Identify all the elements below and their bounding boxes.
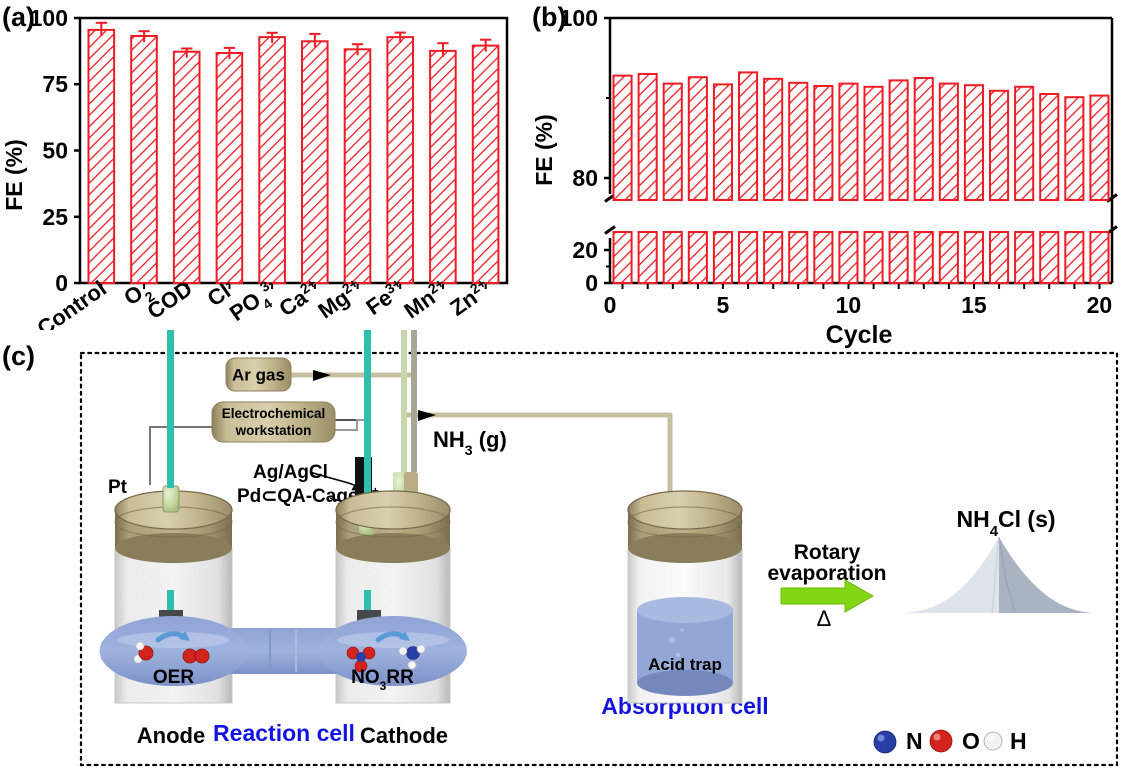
svg-text:NH4Cl (s): NH4Cl (s) (956, 506, 1055, 540)
svg-text:100: 100 (30, 5, 68, 31)
svg-text:10: 10 (836, 292, 862, 318)
svg-text:Cathode: Cathode (360, 723, 448, 748)
svg-text:15: 15 (961, 292, 987, 318)
svg-text:5: 5 (717, 292, 730, 318)
svg-text:75: 75 (42, 71, 68, 97)
svg-text:H: H (1010, 728, 1027, 754)
svg-text:50: 50 (42, 138, 68, 164)
svg-text:Electrochemical: Electrochemical (222, 406, 326, 421)
svg-text:evaporation: evaporation (767, 562, 886, 585)
svg-text:80: 80 (572, 165, 598, 191)
svg-text:O: O (962, 728, 980, 754)
svg-text:Rotary: Rotary (794, 541, 861, 564)
svg-text:NH3 (g): NH3 (g) (433, 427, 507, 458)
svg-text:N: N (906, 728, 923, 754)
svg-text:Anode: Anode (137, 723, 205, 748)
svg-text:Control: Control (32, 276, 110, 330)
svg-text:0: 0 (604, 292, 617, 318)
svg-text:Pt: Pt (108, 477, 128, 498)
svg-text:Acid trap: Acid trap (648, 655, 722, 674)
svg-text:20: 20 (1087, 292, 1113, 318)
svg-text:Reaction cell: Reaction cell (213, 720, 355, 746)
svg-text:0: 0 (55, 270, 68, 296)
svg-text:Ag/AgCl: Ag/AgCl (253, 462, 328, 483)
svg-text:20: 20 (572, 237, 598, 263)
svg-text:(c): (c) (2, 341, 35, 371)
svg-text:100: 100 (560, 5, 598, 31)
svg-text:workstation: workstation (235, 423, 312, 438)
svg-text:Δ: Δ (817, 606, 832, 631)
svg-text:25: 25 (42, 204, 68, 230)
svg-text:FE (%): FE (%) (531, 114, 557, 186)
svg-text:OER: OER (153, 667, 194, 688)
svg-text:Ar gas: Ar gas (232, 366, 285, 385)
svg-text:FE (%): FE (%) (1, 139, 27, 211)
svg-text:0: 0 (585, 270, 598, 296)
